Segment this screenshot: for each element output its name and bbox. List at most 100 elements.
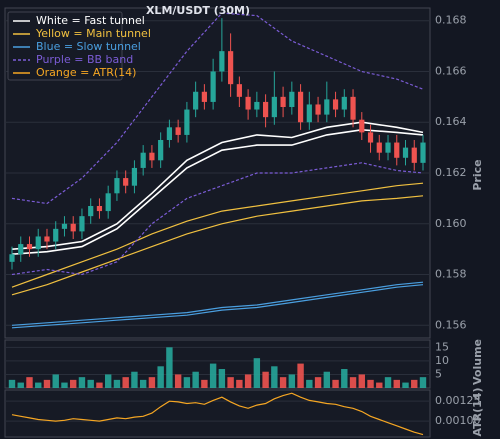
- candle-body: [210, 71, 216, 102]
- volume-bar: [323, 371, 331, 388]
- candle-body: [219, 51, 225, 72]
- volume-bar: [166, 347, 173, 388]
- band-line: [11, 12, 424, 205]
- candle-body: [245, 96, 251, 110]
- candle-body: [289, 91, 295, 107]
- volume-bar: [341, 369, 348, 388]
- candle-body: [306, 104, 312, 123]
- candle-body: [44, 236, 50, 242]
- volume-bar: [349, 377, 357, 388]
- candle-body: [341, 96, 347, 110]
- y-tick-label: 0.164: [435, 115, 467, 128]
- volume-bar: [227, 377, 234, 388]
- volume-bar: [43, 379, 51, 388]
- atr-line: [11, 392, 424, 436]
- candle-body: [140, 152, 146, 168]
- volume-bar: [78, 377, 86, 388]
- panel-frame: [4, 389, 431, 438]
- volume-bar: [157, 366, 164, 388]
- candle-body: [96, 206, 103, 212]
- candle-body: [201, 91, 207, 102]
- volume-bar: [384, 377, 392, 388]
- volume-bar: [306, 379, 313, 388]
- volume-bar: [201, 379, 208, 388]
- volume-bar: [131, 371, 138, 388]
- volume-bar: [183, 377, 191, 388]
- candle-body: [420, 142, 426, 163]
- candle-body: [184, 109, 190, 135]
- legend-label: Orange = ATR(14): [36, 66, 136, 79]
- candle-body: [26, 244, 33, 250]
- volume-bar: [139, 379, 147, 388]
- candle-body: [254, 101, 260, 110]
- volume-bar: [358, 374, 365, 388]
- candle-body: [280, 96, 286, 107]
- candle-body: [315, 104, 321, 115]
- volume-bar: [122, 377, 129, 388]
- candle-body: [394, 142, 400, 158]
- band-line: [11, 284, 424, 329]
- volume-bar: [52, 374, 59, 388]
- volume-bar: [297, 363, 304, 388]
- y-axis-title: Price: [471, 159, 484, 190]
- y-tick-label: 0.160: [435, 217, 467, 230]
- y-tick-label: 15: [435, 340, 449, 353]
- y-tick-label: 0.00125: [435, 394, 481, 407]
- volume-bar: [192, 371, 199, 388]
- candle-body: [332, 99, 339, 110]
- volume-bar: [87, 379, 94, 388]
- volume-bar: [96, 382, 103, 388]
- volume-bar: [367, 379, 374, 388]
- legend-label: White = Fast tunnel: [36, 14, 145, 27]
- volume-bar: [61, 382, 68, 388]
- candle-body: [262, 101, 269, 118]
- volume-bar: [209, 363, 217, 388]
- candle-body: [9, 254, 15, 262]
- band-line: [11, 182, 424, 288]
- candle-body: [193, 91, 199, 110]
- candle-body: [61, 223, 68, 229]
- y-tick-label: 0.158: [435, 268, 467, 281]
- candle-body: [271, 96, 277, 118]
- candle-body: [175, 127, 181, 135]
- legend-label: Blue = Slow tunnel: [36, 40, 141, 53]
- y-tick-label: 10: [435, 354, 449, 367]
- candle-body: [114, 178, 120, 194]
- y-axis-title: ATR(14): [471, 388, 484, 437]
- candle-body: [166, 127, 173, 140]
- candle-body: [123, 178, 129, 186]
- volume-bar: [70, 379, 77, 388]
- candle-body: [79, 216, 85, 232]
- y-tick-label: 0.168: [435, 14, 467, 27]
- volume-bar: [314, 377, 322, 388]
- volume-bar: [26, 377, 33, 388]
- candle-body: [236, 84, 242, 97]
- candle-body: [105, 193, 111, 212]
- candle-body: [158, 140, 164, 161]
- volume-bar: [376, 382, 383, 388]
- volume-bar: [8, 379, 16, 388]
- candle-body: [385, 142, 391, 153]
- candle-body: [402, 147, 409, 158]
- candle-body: [149, 152, 155, 161]
- candle-body: [411, 147, 417, 163]
- candle-body: [53, 228, 59, 242]
- chart-title: XLM/USDT (30M): [146, 4, 250, 17]
- volume-bar: [174, 374, 182, 388]
- volume-bar: [419, 377, 427, 388]
- candle-body: [359, 119, 365, 133]
- y-tick-label: 0.00100: [435, 414, 481, 427]
- candle-body: [88, 206, 94, 217]
- volume-bar: [17, 382, 24, 388]
- candle-body: [376, 142, 382, 153]
- y-tick-label: 0.166: [435, 64, 467, 77]
- volume-bar: [393, 379, 400, 388]
- legend-label: Yellow = Main tunnel: [35, 27, 151, 40]
- y-tick-label: 0.156: [435, 318, 467, 331]
- candle-body: [228, 51, 234, 85]
- y-tick-label: 5: [435, 367, 442, 380]
- legend-label: Purple = BB band: [36, 53, 133, 66]
- volume-bar: [332, 379, 339, 388]
